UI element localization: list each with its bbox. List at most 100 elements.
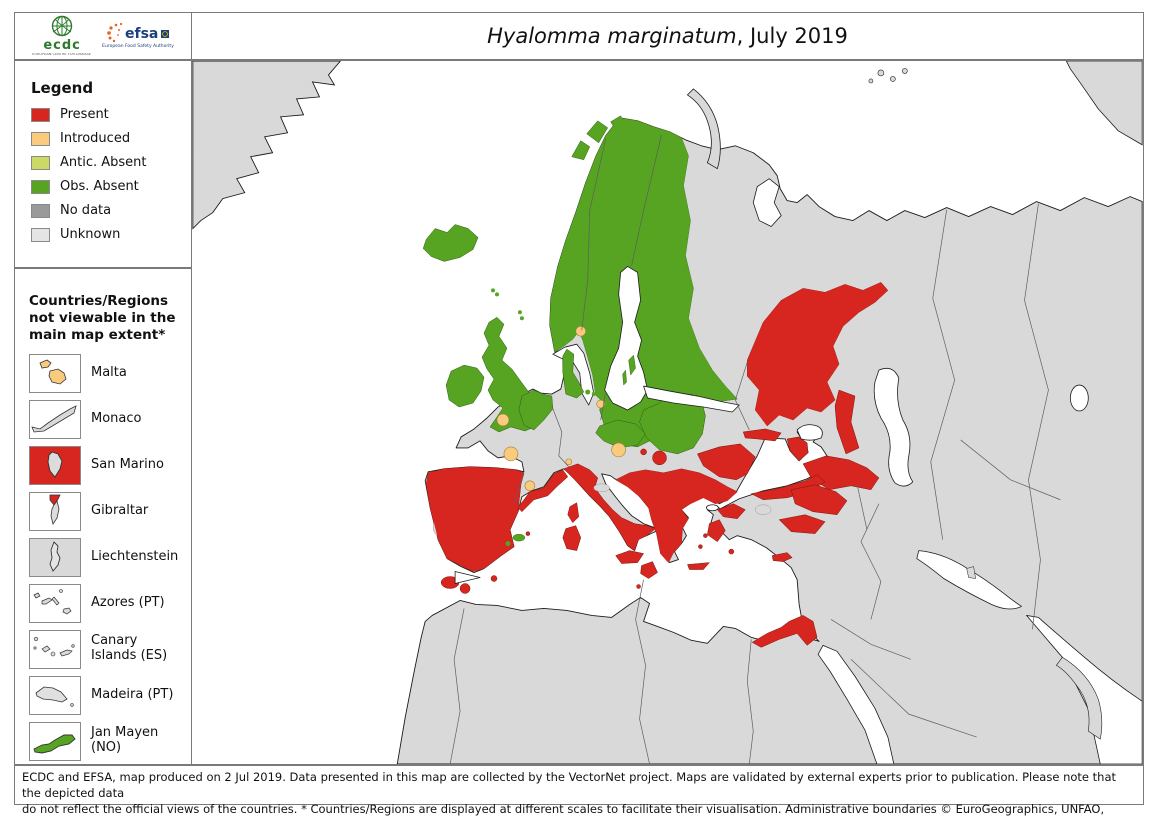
countries-panel-title: Countries/Regions not viewable in the ma… <box>29 293 176 343</box>
obs-absent-swatch <box>31 179 50 194</box>
aegean-island-present <box>698 544 703 549</box>
legend-panel: Legend Present Introduced Antic. Absent … <box>14 60 192 268</box>
efsa-logo-subtext: European Food Safety Authority <box>102 44 174 50</box>
page-title: Hyalomma marginatum, July 2019 <box>487 24 848 48</box>
canary-islands-thumbnail <box>29 629 81 669</box>
oland-obs-absent <box>622 369 627 386</box>
oman-peninsula <box>1055 656 1103 740</box>
mallorca-obs-absent <box>512 533 526 542</box>
madeira-thumbnail <box>29 675 81 715</box>
slovakia-spot-present <box>640 448 647 456</box>
aral-sea <box>1069 384 1089 412</box>
wales-introduced <box>496 413 510 427</box>
oslo-introduced <box>575 325 587 337</box>
country-borders <box>449 134 1061 764</box>
list-item-azores: Azores (PT) <box>29 583 185 623</box>
gibraltar-thumbnail <box>29 491 81 531</box>
arctic-corner-landmass <box>1065 61 1143 146</box>
shetland-islands <box>517 310 522 315</box>
malta-thumbnail <box>29 353 81 393</box>
list-item-monaco: Monaco <box>29 399 185 439</box>
ecdc-globe-icon <box>51 16 73 37</box>
turkey-north-present <box>750 474 826 501</box>
list-item-malta: Malta <box>29 353 185 393</box>
footer-note: ECDC and EFSA, map produced on 2 Jul 201… <box>14 765 1144 819</box>
baltic-sea <box>604 266 648 411</box>
list-item-liechtenstein: Liechtenstein <box>29 537 185 577</box>
unknown-swatch <box>31 227 50 242</box>
ecdc-logo-text: ecdc <box>43 38 81 54</box>
turkey-se-present <box>778 514 826 534</box>
legend-title: Legend <box>31 79 94 97</box>
turkey-nw-present <box>716 503 746 519</box>
turkey-east-present <box>790 484 848 515</box>
list-item-jan-mayen: Jan Mayen (NO) <box>29 721 185 761</box>
egypt-present <box>751 615 818 648</box>
white-sea <box>752 178 782 227</box>
map-panel <box>191 60 1144 765</box>
benelux-obs-absent <box>518 389 554 431</box>
footer-line-1: ECDC and EFSA, map produced on 2 Jul 201… <box>22 770 1116 801</box>
liechtenstein-thumbnail <box>29 537 81 577</box>
antic-absent-swatch <box>31 155 50 170</box>
berlin-introduced <box>596 399 605 409</box>
rhodes-present <box>728 548 735 555</box>
red-sea <box>817 644 895 764</box>
czechia-obs-absent <box>595 419 646 449</box>
crimea-present <box>786 436 809 462</box>
post-sea-land-patches <box>491 288 1103 740</box>
southern-france-introduced <box>524 480 536 492</box>
species-name: Hyalomma marginatum <box>487 24 737 48</box>
svg-text:efsa: efsa <box>125 26 158 42</box>
monaco-thumbnail <box>29 399 81 439</box>
sardinia-present <box>562 525 582 551</box>
menorca-present <box>525 531 531 536</box>
legend-item-obs-absent: Obs. Absent <box>31 179 191 194</box>
caspian-west-present <box>834 389 860 455</box>
sea-of-marmara <box>705 504 719 512</box>
list-item-gibraltar: Gibraltar <box>29 491 185 531</box>
title-date: , July 2019 <box>736 24 848 48</box>
strait-of-gibraltar <box>454 571 481 584</box>
legend-item-introduced: Introduced <box>31 131 191 146</box>
crete-present <box>687 562 710 570</box>
list-item-san-marino: San Marino <box>29 445 185 485</box>
no-data-swatch <box>31 203 50 218</box>
introduced-spots <box>496 325 626 492</box>
legend-item-present: Present <box>31 107 191 122</box>
header-title-panel: Hyalomma marginatum, July 2019 <box>191 12 1144 60</box>
present-swatch <box>31 107 50 122</box>
introduced-swatch <box>31 131 50 146</box>
morocco-spot2-present <box>459 583 471 594</box>
southern-france-present <box>517 469 569 513</box>
efsa-swirl-icon: efsa <box>107 23 169 43</box>
arctic-islands <box>868 68 908 84</box>
countries-panel: Countries/Regions not viewable in the ma… <box>14 268 192 765</box>
legend-item-unknown: Unknown <box>31 227 191 242</box>
denmark-obs-absent <box>562 348 585 399</box>
jan-mayen-thumbnail <box>29 721 81 761</box>
southern-ukraine-present <box>742 428 782 442</box>
caspian-sea <box>873 367 914 487</box>
hungary-east-present <box>652 450 667 466</box>
turkey-west-present <box>707 519 726 542</box>
ibiza-obs-absent <box>505 541 511 547</box>
gotland-obs-absent <box>628 354 636 376</box>
header-logos: ecdc EUROPEAN CENTRE FOR DISEASE PREVENT… <box>14 12 192 60</box>
morocco-spot3-present <box>490 575 498 582</box>
ecdc-logo-subtext: EUROPEAN CENTRE FOR DISEASE PREVENTION A… <box>32 53 92 57</box>
tunisia-spot-present <box>636 584 641 589</box>
san-marino-thumbnail <box>29 445 81 485</box>
qatar-peninsula <box>966 566 976 579</box>
ecdc-logo: ecdc EUROPEAN CENTRE FOR DISEASE PREVENT… <box>32 15 92 57</box>
greenland-landmass <box>192 61 342 230</box>
tunisia-present <box>640 561 658 579</box>
footer-line-2: do not reflect the official views of the… <box>22 802 1105 819</box>
legend-item-antic-absent: Antic. Absent <box>31 155 191 170</box>
sea-of-azov <box>796 424 823 441</box>
list-item-madeira: Madeira (PT) <box>29 675 185 715</box>
list-item-canary-islands: Canary Islands (ES) <box>29 629 185 669</box>
ireland-obs-absent <box>445 364 485 408</box>
cyprus-present <box>771 552 793 562</box>
